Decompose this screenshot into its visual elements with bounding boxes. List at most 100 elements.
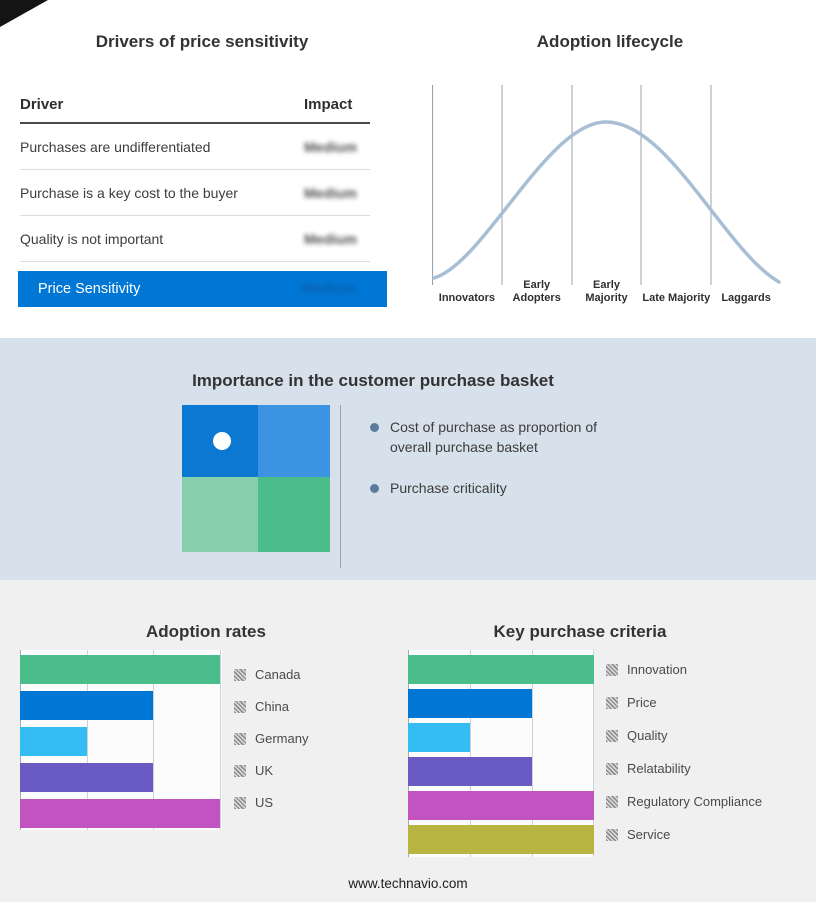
- bullet-icon: [370, 423, 379, 432]
- bar-service: [408, 825, 594, 854]
- bell-curve-svg: [431, 85, 781, 285]
- lifecycle-title: Adoption lifecycle: [536, 32, 684, 52]
- legend-item-innovation: Innovation: [606, 660, 762, 679]
- adoption-rates-title: Adoption rates: [146, 622, 266, 642]
- bars-container: [20, 655, 222, 828]
- legend-label: Germany: [255, 731, 309, 746]
- legend-swatch-icon: [234, 668, 246, 681]
- bell-curve-path: [432, 120, 781, 284]
- bar-canada: [20, 655, 221, 684]
- gridline: [408, 650, 409, 857]
- stage-label-laggards: Laggards: [721, 291, 771, 304]
- stage-label-late-majority: Late Majority: [642, 291, 711, 304]
- drivers-title: Drivers of price sensitivity: [95, 32, 309, 52]
- purchase-basket-quadrant: [182, 405, 330, 552]
- legend-item-price: Price: [606, 693, 762, 712]
- stage-label-innovators: Innovators: [438, 291, 496, 304]
- drivers-table-header: Driver Impact: [20, 96, 370, 124]
- legend-swatch-icon: [606, 729, 618, 742]
- gridline: [470, 650, 471, 857]
- legend-item-germany: Germany: [234, 729, 308, 748]
- quadrant-cell-top-right: [258, 405, 330, 477]
- key-purchase-criteria-legend: Innovation Price Quality Relatability Regula…: [606, 660, 762, 844]
- quadrant-cell-top-left: [182, 405, 258, 477]
- impact-value-blurred: Medium: [304, 138, 357, 155]
- legend-label: Relatability: [627, 761, 691, 776]
- basket-bullet-list: Cost of purchase as proportion of overal…: [370, 418, 625, 521]
- gridline: [532, 650, 533, 857]
- position-dot: [213, 432, 231, 450]
- summary-impact-value-blurred: Medium: [301, 281, 356, 297]
- legend-item-relatability: Relatability: [606, 759, 762, 778]
- bar-uk: [20, 763, 154, 792]
- quadrant-axis-line: [340, 405, 341, 568]
- legend-item-us: US: [234, 793, 308, 812]
- legend-swatch-icon: [234, 732, 246, 745]
- legend-label: Price: [627, 695, 657, 710]
- adoption-rates-plot: [20, 650, 222, 830]
- legend-label: Service: [627, 827, 671, 842]
- impact-column-header: Impact: [304, 96, 353, 113]
- legend-swatch-icon: [606, 795, 618, 808]
- bar-china: [20, 691, 154, 720]
- bullet-text: Purchase criticality: [390, 480, 507, 497]
- adoption-rates-legend: Canada China Germany UK US: [234, 665, 308, 812]
- drivers-table: Driver Impact Purchases are undifferenti…: [20, 96, 370, 262]
- legend-label: Regulatory Compliance: [627, 794, 763, 809]
- impact-value-blurred: Medium: [304, 184, 357, 201]
- bar-regulatory-compliance: [408, 791, 594, 820]
- bar-germany: [20, 727, 87, 756]
- basket-title: Importance in the customer purchase bask…: [192, 371, 554, 391]
- stage-label-early-majority: Early Majority: [585, 278, 628, 304]
- list-item: Purchase criticality: [370, 479, 625, 499]
- bar-price: [408, 689, 532, 718]
- key-purchase-criteria-title: Key purchase criteria: [493, 622, 667, 642]
- legend-swatch-icon: [606, 696, 618, 709]
- table-row: Purchases are undifferentiated Medium: [20, 124, 370, 170]
- legend-swatch-icon: [606, 663, 618, 676]
- driver-label: Quality is not important: [20, 230, 164, 247]
- driver-column-header: Driver: [20, 96, 64, 113]
- purchase-basket-band: [0, 338, 816, 580]
- legend-item-service: Service: [606, 825, 762, 844]
- legend-swatch-icon: [234, 796, 246, 809]
- legend-label: Quality: [627, 728, 668, 743]
- price-sensitivity-summary-bar: Price Sensitivity Medium: [18, 271, 387, 307]
- quadrant-cell-bottom-right: [258, 477, 330, 552]
- legend-item-regulatory-compliance: Regulatory Compliance: [606, 792, 762, 811]
- legend-label: Canada: [255, 667, 301, 682]
- bar-relatability: [408, 757, 532, 786]
- gridline: [153, 650, 154, 830]
- lifecycle-curve-chart: [431, 85, 781, 285]
- bar-us: [20, 799, 221, 828]
- impact-value-blurred: Medium: [304, 230, 357, 247]
- gridline: [593, 650, 594, 857]
- gridline: [87, 650, 88, 830]
- legend-swatch-icon: [606, 828, 618, 841]
- table-row: Quality is not important Medium: [20, 216, 370, 262]
- lifecycle-stage-labels: Innovators Early Adopters Early Majority…: [432, 275, 781, 305]
- legend-label: Innovation: [627, 662, 687, 677]
- driver-label: Purchase is a key cost to the buyer: [20, 184, 238, 201]
- legend-item-quality: Quality: [606, 726, 762, 745]
- bullet-icon: [370, 484, 379, 494]
- list-item: Cost of purchase as proportion of overal…: [370, 418, 625, 457]
- price-sensitivity-label: Price Sensitivity: [38, 281, 141, 297]
- legend-swatch-icon: [234, 764, 246, 777]
- legend-item-china: China: [234, 697, 308, 716]
- legend-label: US: [255, 795, 274, 810]
- bar-quality: [408, 723, 470, 752]
- website-footer: www.technavio.com: [348, 876, 468, 891]
- driver-label: Purchases are undifferentiated: [20, 138, 211, 155]
- bars-container: [408, 655, 594, 854]
- stage-label-early-adopters: Early Adopters: [512, 278, 561, 304]
- bullet-text: Cost of purchase as proportion of overal…: [390, 419, 598, 455]
- bar-innovation: [408, 655, 594, 684]
- legend-swatch-icon: [234, 700, 246, 713]
- quadrant-cell-bottom-left: [182, 477, 258, 552]
- corner-fold-decoration: [0, 0, 48, 27]
- gridline: [220, 650, 221, 830]
- legend-label: China: [255, 699, 289, 714]
- legend-swatch-icon: [606, 762, 618, 775]
